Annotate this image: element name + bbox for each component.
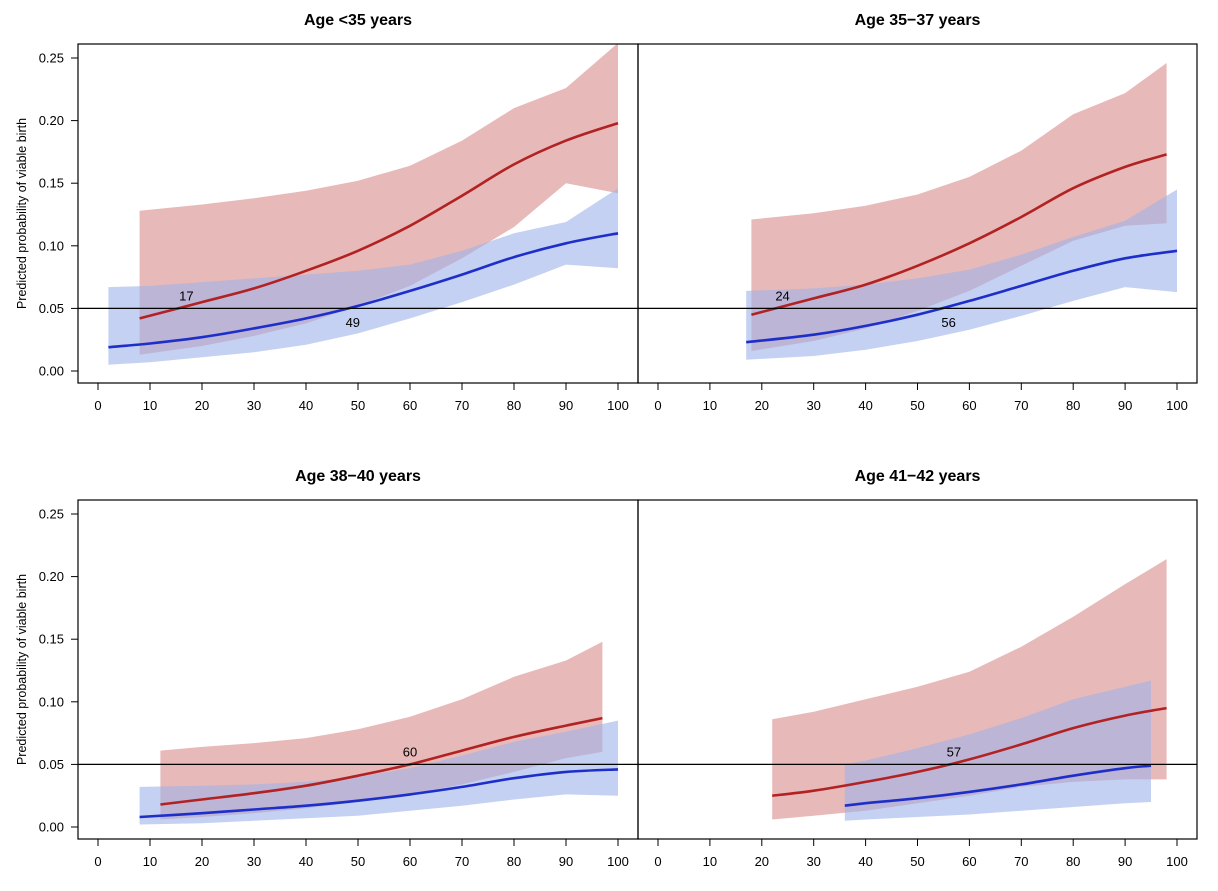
x-tick-label: 70 (455, 398, 469, 413)
x-tick-label: 30 (806, 854, 820, 869)
series-line-red (160, 716, 603, 806)
series-line-blue (108, 232, 619, 349)
x-tick-label: 60 (962, 854, 976, 869)
x-tick-label: 90 (559, 854, 573, 869)
y-tick-label: 0.25 (39, 507, 64, 522)
y-tick-label: 0.10 (39, 694, 64, 709)
x-tick-label: 90 (559, 398, 573, 413)
panel-2: 24 56 Age 35−37 years 0 10 20 30 40 50 60 70 80 90 10… (637, 12, 1198, 413)
x-tick-label: 40 (299, 398, 313, 413)
x-tick-label: 80 (1066, 398, 1080, 413)
panel-title: Age <35 years (304, 12, 412, 29)
threshold-label-red: 24 (775, 289, 789, 304)
y-tick-label: 0.20 (39, 113, 64, 128)
plot-area (108, 44, 619, 365)
x-tick-label: 80 (507, 398, 521, 413)
confidence-band-red (139, 44, 618, 355)
x-tick-label: 50 (351, 398, 365, 413)
x-tick-label: 90 (1118, 854, 1132, 869)
confidence-band-red (751, 63, 1167, 351)
x-tick-label: 90 (1118, 398, 1132, 413)
series-line-red (772, 706, 1167, 797)
x-tick-label: 40 (858, 854, 872, 869)
series-line-blue (139, 768, 619, 819)
x-tick-label: 80 (507, 854, 521, 869)
panel-title: Age 38−40 years (295, 468, 421, 485)
x-tick-label: 20 (195, 854, 209, 869)
panel-1: 17 49 Age <35 years 0 10 20 30 40 50 60 70 80 90 100 0… (15, 12, 639, 413)
x-tick-label: 50 (910, 398, 924, 413)
plot-area (139, 641, 619, 825)
y-axis-label: Predicted probability of viable birth (15, 118, 29, 309)
x-tick-label: 40 (858, 398, 872, 413)
x-tick-label: 10 (703, 398, 717, 413)
x-tick-label: 10 (703, 854, 717, 869)
x-tick-label: 70 (1014, 398, 1028, 413)
y-tick-label: 0.00 (39, 820, 64, 835)
y-tick-label: 0.10 (39, 238, 64, 253)
x-tick-label: 20 (195, 398, 209, 413)
threshold-label-red: 60 (403, 745, 417, 760)
x-tick-label: 80 (1066, 854, 1080, 869)
x-tick-label: 70 (455, 854, 469, 869)
confidence-band-blue (139, 720, 618, 825)
x-tick-label: 30 (247, 854, 261, 869)
panel-title: Age 41−42 years (855, 468, 981, 485)
series-line-blue (844, 764, 1152, 807)
y-tick-label: 0.15 (39, 176, 64, 191)
threshold-label-red: 57 (947, 745, 961, 760)
x-tick-label: 100 (607, 398, 629, 413)
plot-area (746, 63, 1178, 360)
x-tick-label: 10 (143, 398, 157, 413)
y-axis-label: Predicted probability of viable birth (15, 574, 29, 765)
panel-title: Age 35−37 years (855, 12, 981, 29)
threshold-label-blue: 49 (346, 315, 360, 330)
confidence-band-blue (108, 188, 619, 365)
x-tick-label: 30 (247, 398, 261, 413)
x-tick-label: 20 (755, 854, 769, 869)
panel-4: 57 Age 41−42 years 0 10 20 30 40 50 60 70 80 90 100 (637, 468, 1198, 869)
x-tick-label: 10 (143, 854, 157, 869)
x-tick-label: 30 (806, 398, 820, 413)
series-line-red (751, 153, 1167, 316)
x-tick-label: 100 (607, 854, 629, 869)
x-tick-label: 0 (654, 854, 661, 869)
threshold-label-blue: 56 (941, 315, 955, 330)
x-tick-label: 60 (403, 398, 417, 413)
threshold-label-red: 17 (179, 289, 193, 304)
x-tick-label: 100 (1166, 854, 1188, 869)
x-tick-label: 0 (654, 398, 661, 413)
y-tick-label: 0.05 (39, 301, 64, 316)
plot-area (772, 559, 1167, 821)
series-line-red (139, 121, 619, 320)
series-line-blue (746, 249, 1178, 344)
x-tick-label: 100 (1166, 398, 1188, 413)
panel-3: 60 Age 38−40 years 0 10 20 30 40 50 60 70 80 90 100 0… (15, 468, 639, 869)
x-tick-label: 20 (755, 398, 769, 413)
x-tick-label: 50 (351, 854, 365, 869)
x-tick-label: 0 (94, 398, 101, 413)
y-tick-label: 0.05 (39, 757, 64, 772)
x-tick-label: 50 (910, 854, 924, 869)
x-tick-label: 60 (962, 398, 976, 413)
x-tick-label: 40 (299, 854, 313, 869)
y-tick-label: 0.15 (39, 632, 64, 647)
x-tick-label: 0 (94, 854, 101, 869)
y-tick-label: 0.00 (39, 364, 64, 379)
x-tick-label: 70 (1014, 854, 1028, 869)
y-tick-label: 0.20 (39, 569, 64, 584)
x-tick-label: 60 (403, 854, 417, 869)
confidence-band-blue (746, 189, 1177, 360)
y-tick-label: 0.25 (39, 51, 64, 66)
